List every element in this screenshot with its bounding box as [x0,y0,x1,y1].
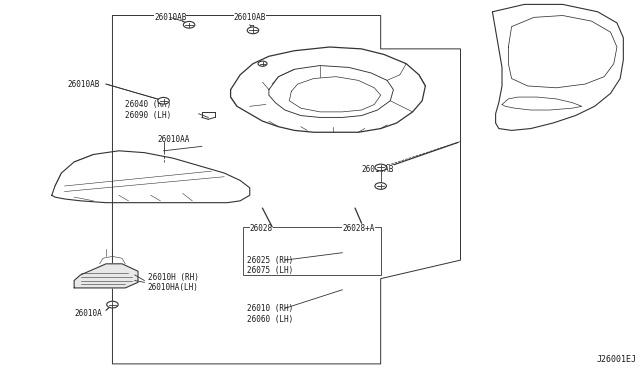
Circle shape [183,22,195,28]
Text: J26001EJ: J26001EJ [596,355,636,364]
Text: 26010H (RH)
26010HA(LH): 26010H (RH) 26010HA(LH) [148,273,198,292]
Text: 26028+A: 26028+A [342,224,375,233]
Text: 26040 (RH)
26090 (LH): 26040 (RH) 26090 (LH) [125,100,172,120]
Text: 26010AB: 26010AB [154,13,186,22]
Text: 26010AB: 26010AB [362,165,394,174]
Circle shape [375,183,387,189]
Circle shape [107,301,118,308]
Text: 26010AA: 26010AA [157,135,189,144]
Text: 26010 (RH)
26060 (LH): 26010 (RH) 26060 (LH) [246,304,293,324]
Bar [243,227,381,275]
Text: 26010A: 26010A [74,310,102,318]
Polygon shape [74,264,138,288]
Text: 26010AB: 26010AB [67,80,100,89]
Circle shape [158,97,170,104]
Text: 26028: 26028 [250,224,273,233]
Circle shape [247,27,259,34]
Circle shape [375,164,387,171]
Circle shape [258,61,267,66]
Text: 26010AB: 26010AB [234,13,266,22]
Text: 26025 (RH)
26075 (LH): 26025 (RH) 26075 (LH) [246,256,293,275]
